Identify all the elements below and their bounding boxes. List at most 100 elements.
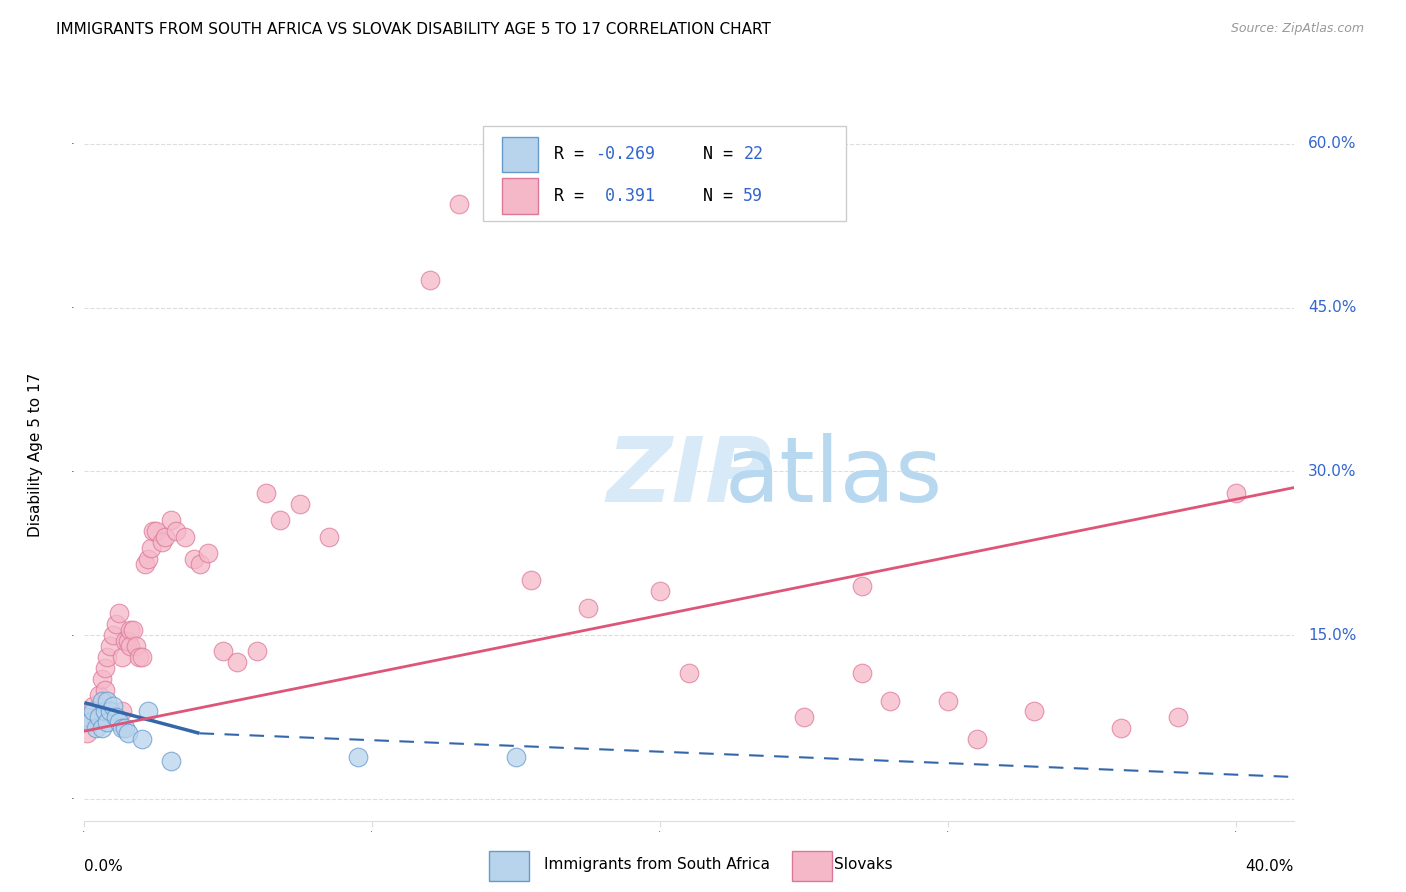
Text: 15.0%: 15.0% (1308, 628, 1357, 642)
Point (111, 705, 134, 719)
Point (111, 649, 134, 664)
Point (84, 710, 107, 724)
FancyBboxPatch shape (484, 126, 846, 221)
Point (318, 530, 340, 544)
Point (966, 731, 988, 746)
Point (505, 750, 527, 764)
Point (166, 524, 188, 539)
Point (93, 705, 115, 719)
Point (226, 656, 249, 670)
Point (650, 584, 672, 599)
Point (134, 557, 156, 571)
Text: N =: N = (683, 187, 742, 205)
Point (125, 639, 148, 653)
Point (576, 600, 599, 615)
Bar (502, 136, 538, 172)
Point (139, 541, 162, 555)
Text: Immigrants from South Africa: Immigrants from South Africa (544, 857, 770, 872)
Text: Disability Age 5 to 17: Disability Age 5 to 17 (28, 373, 44, 537)
Point (136, 705, 159, 719)
Point (87, 688, 110, 702)
Point (290, 497, 312, 511)
Bar (792, 851, 831, 880)
Point (159, 754, 181, 768)
Text: 0.0%: 0.0% (84, 859, 124, 874)
Text: 40.0%: 40.0% (1246, 859, 1294, 874)
Point (79, 715, 101, 730)
Point (447, 197, 470, 211)
Text: R =: R = (554, 145, 593, 163)
Point (96, 649, 118, 664)
Point (117, 726, 139, 740)
Point (419, 273, 441, 287)
Point (936, 693, 959, 707)
Point (1225, 486, 1247, 500)
Point (120, 639, 142, 653)
Point (150, 535, 173, 549)
Text: N =: N = (683, 145, 742, 163)
Point (347, 750, 370, 764)
Point (793, 710, 815, 724)
Text: Slovaks: Slovaks (834, 857, 893, 872)
Point (122, 623, 145, 637)
Point (105, 617, 128, 632)
Text: 0.391: 0.391 (595, 187, 655, 205)
Point (211, 644, 233, 658)
Point (851, 579, 873, 593)
Text: IMMIGRANTS FROM SOUTH AFRICA VS SLOVAK DISABILITY AGE 5 TO 17 CORRELATION CHART: IMMIGRANTS FROM SOUTH AFRICA VS SLOVAK D… (56, 22, 770, 37)
Point (128, 649, 150, 664)
Point (114, 633, 136, 648)
Point (79, 715, 101, 730)
Point (254, 486, 277, 500)
Point (117, 633, 139, 648)
Point (1167, 710, 1189, 724)
Point (188, 557, 211, 571)
Text: 22: 22 (744, 145, 763, 163)
Point (678, 666, 700, 681)
Text: R =: R = (554, 187, 593, 205)
Text: 59: 59 (744, 187, 763, 205)
Point (101, 698, 124, 713)
Point (82, 705, 104, 719)
Point (519, 574, 541, 588)
Point (96, 715, 118, 730)
Point (98, 639, 121, 653)
Point (879, 693, 901, 707)
Text: -0.269: -0.269 (595, 145, 655, 163)
Text: atlas: atlas (725, 433, 943, 521)
Text: ZIP: ZIP (606, 433, 772, 521)
Point (98, 705, 121, 719)
Text: Source: ZipAtlas.com: Source: ZipAtlas.com (1230, 22, 1364, 36)
Point (93, 682, 115, 697)
Point (82, 698, 104, 713)
Point (197, 546, 219, 560)
Point (105, 710, 128, 724)
Point (84, 721, 107, 735)
Point (76, 726, 98, 740)
Point (87, 710, 110, 724)
Point (269, 513, 291, 527)
Point (90, 693, 112, 707)
Point (851, 666, 873, 681)
Point (159, 513, 181, 527)
Point (145, 524, 167, 539)
Bar (502, 178, 538, 213)
Point (1024, 705, 1046, 719)
Point (101, 628, 124, 642)
Point (96, 693, 118, 707)
Point (153, 530, 176, 544)
Point (111, 721, 134, 735)
Point (76, 710, 98, 724)
Text: 60.0%: 60.0% (1308, 136, 1357, 152)
Point (174, 530, 197, 544)
Point (136, 551, 159, 566)
Point (108, 715, 131, 730)
Point (90, 672, 112, 686)
Point (246, 644, 269, 658)
Point (93, 661, 115, 675)
Point (1109, 721, 1132, 735)
Point (108, 606, 131, 620)
Text: 45.0%: 45.0% (1308, 300, 1357, 315)
Bar (489, 851, 529, 880)
Point (142, 524, 165, 539)
